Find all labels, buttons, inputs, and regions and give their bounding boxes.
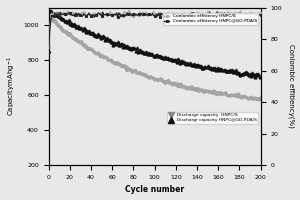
Conlombic effitiency HNPC@GO-PDA/S bbox=[66, 13, 70, 15]
Conlombic effitiency HNPC@GO-PDA/S bbox=[259, 14, 262, 16]
Conlombic effitiency HNPC/S bbox=[48, 25, 52, 28]
Line: Conlombic effitiency HNPC/S: Conlombic effitiency HNPC/S bbox=[48, 9, 261, 48]
Conlombic effitiency HNPC/S bbox=[66, 10, 70, 12]
Conlombic effitiency HNPC@GO-PDA/S bbox=[47, 50, 50, 53]
Y-axis label: Conlombic effitiency(%): Conlombic effitiency(%) bbox=[288, 44, 294, 128]
Legend: Discharge capacity  HNPC/S, Dischargr capacity HNPC@GO-PDA/S: Discharge capacity HNPC/S, Dischargr cap… bbox=[167, 112, 258, 124]
Line: Conlombic effitiency HNPC@GO-PDA/S: Conlombic effitiency HNPC@GO-PDA/S bbox=[48, 11, 261, 53]
Conlombic effitiency HNPC@GO-PDA/S bbox=[208, 11, 211, 13]
Conlombic effitiency HNPC/S bbox=[242, 13, 245, 16]
Conlombic effitiency HNPC@GO-PDA/S bbox=[124, 14, 128, 17]
Legend: Conlombic effitiency HNPC/S, Conlombic effitiency HNPC@GO-PDA/S: Conlombic effitiency HNPC/S, Conlombic e… bbox=[163, 13, 258, 25]
Conlombic effitiency HNPC/S bbox=[128, 9, 131, 11]
Conlombic effitiency HNPC/S bbox=[124, 13, 128, 15]
Conlombic effitiency HNPC@GO-PDA/S bbox=[48, 28, 52, 31]
Y-axis label: CapacitymAhg$^{-1}$: CapacitymAhg$^{-1}$ bbox=[6, 56, 18, 116]
Conlombic effitiency HNPC/S bbox=[259, 12, 262, 14]
Conlombic effitiency HNPC@GO-PDA/S bbox=[242, 13, 245, 15]
Conlombic effitiency HNPC@GO-PDA/S bbox=[161, 14, 165, 16]
Conlombic effitiency HNPC/S bbox=[162, 13, 166, 15]
Conlombic effitiency HNPC@GO-PDA/S bbox=[136, 14, 140, 16]
Conlombic effitiency HNPC/S bbox=[47, 46, 50, 48]
X-axis label: Cycle number: Cycle number bbox=[125, 185, 184, 194]
Conlombic effitiency HNPC/S bbox=[137, 14, 140, 16]
